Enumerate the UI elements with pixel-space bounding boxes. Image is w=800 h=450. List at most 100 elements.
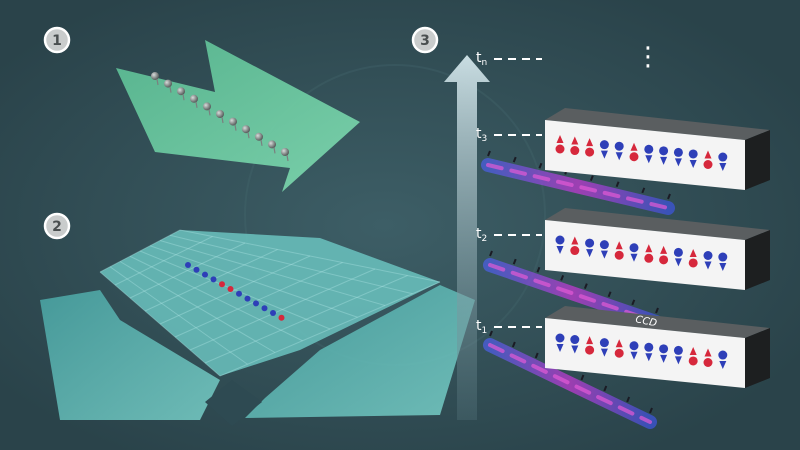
spin-up [570,236,580,256]
spin-up [659,245,669,265]
spin-up [629,142,639,162]
atom-sphere [203,102,211,111]
screen-top [545,306,770,338]
atom-clouds [481,150,675,429]
spin-down [585,238,595,258]
lattice-atom-down [270,310,276,316]
spin-down [629,341,639,360]
badge-circle [411,26,439,54]
spin-ball [673,247,683,257]
spin-arrowhead [674,258,682,267]
grid-line [99,229,181,273]
lattice-atom-down [236,290,242,297]
cloud-spike [534,352,539,359]
cloud-spike [489,330,493,337]
spin-ball [703,358,713,367]
time-label-t1: t1 [476,318,542,336]
screen-side [745,130,770,190]
lattice-atom-down [244,295,251,302]
spin-ball [659,344,669,354]
spin-down [555,235,565,254]
cloud-spike [536,266,541,273]
spin-ball [585,147,595,157]
spin-down [599,240,609,259]
spin-ball [614,250,624,260]
time-label-text: tn [476,50,487,68]
spin-ball [688,258,698,268]
atom [229,117,237,131]
atom-sphere [164,79,172,88]
spin-arrowhead [615,339,623,348]
time-label-text: t2 [476,226,487,244]
cloud-spike [580,374,585,381]
atom-stem [260,139,263,146]
step-badge-2: 2 [43,212,71,240]
lattice-atom-chain [185,262,285,321]
badge-circle [43,212,71,240]
lattice-atom-down [253,300,259,307]
spin-arrowhead [704,261,712,270]
badge-label: 1 [52,33,62,49]
spin-ball [659,255,669,265]
spin-arrowhead [615,152,623,161]
spin-down [718,252,728,272]
lattice-atom-down [210,276,217,283]
cloud-spike [631,299,636,306]
atom-sphere [281,148,289,156]
atom [281,148,289,162]
spin-ball [703,251,713,260]
spin-up [688,248,698,268]
atom-stem [273,147,276,154]
lattice-grid [99,229,441,377]
spin-up [703,348,713,367]
step-badges: 1 2 3 [43,26,439,240]
grid-line [169,234,413,295]
grid-line [219,281,441,377]
spin-arrowhead [571,236,579,245]
spin-arrowhead [689,248,697,257]
lattice-atom-down [185,262,191,268]
spin-ball [585,238,595,248]
lattice-atom-up [227,286,234,292]
grid-line [139,250,331,330]
time-label-text: t1 [476,318,487,336]
atom-sphere [151,72,159,80]
atom [255,132,263,146]
spin-ball [570,146,580,156]
cloud-spike [489,250,493,257]
time-labels: tn t3 t2 t1 [476,50,542,336]
spin-down [659,344,669,363]
spin-up [644,244,654,263]
spin-ball [718,152,728,162]
lattice-atom-up [278,314,285,321]
cloud-spike [641,187,646,194]
spin-ball [585,345,595,355]
time-label-text: t3 [476,126,487,144]
spin-up [555,135,565,154]
cloud-spike [649,407,653,414]
spin-down [644,144,654,164]
cloud-spike [512,156,517,163]
lattice-atom-down [261,305,268,312]
spin-arrowhead [586,336,594,345]
grid-line [189,268,376,351]
atom-stem [195,101,198,108]
spin-arrowhead [556,246,564,254]
cloud-spike [560,275,565,281]
time-label-t2: t2 [476,226,542,244]
spin-ball [644,342,654,352]
screen-face [545,318,745,388]
atom-stem [208,109,211,116]
spin-down [718,152,728,172]
badge-circle [43,26,71,54]
badge-label: 3 [420,33,430,49]
time-label-t3: t3 [476,126,542,144]
lattice-atom-up [219,281,225,288]
lattice-atom-down [193,266,200,273]
panel-3-time-evolution: tn t3 t2 t1 ⋮ CCD [444,42,770,429]
spin-down [644,342,654,362]
atom [177,87,185,101]
spin-arrowhead [586,138,594,147]
spin-arrowhead [556,344,564,352]
atom-stem [221,116,224,124]
